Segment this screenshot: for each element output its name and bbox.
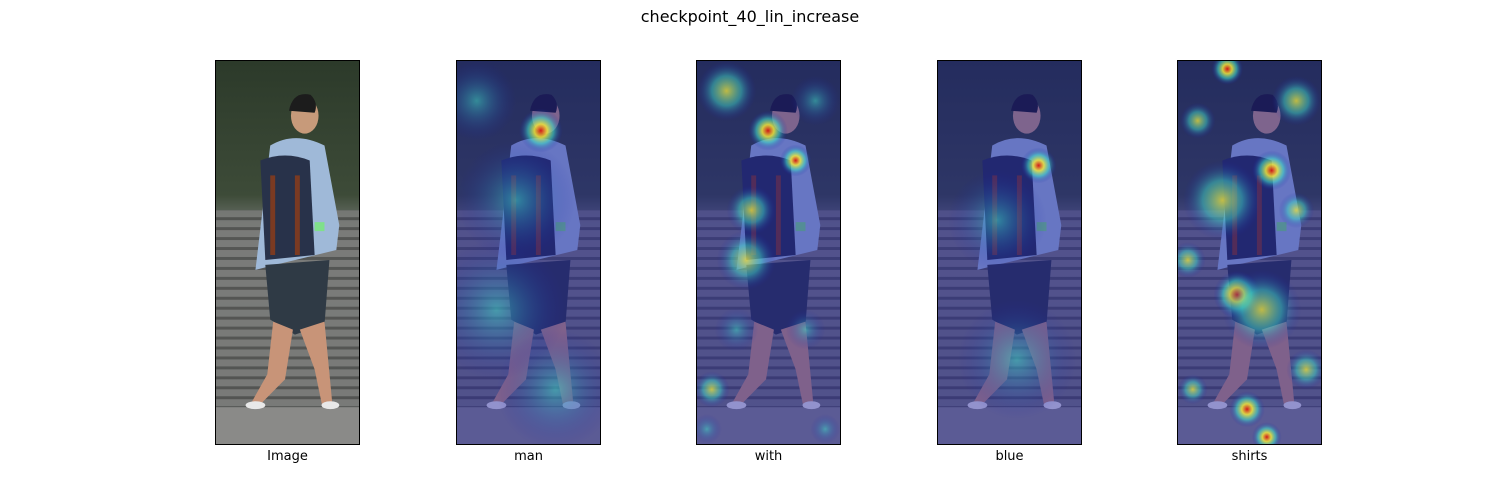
heatmap-blob xyxy=(1222,269,1302,350)
photo-pedestrian xyxy=(216,61,359,444)
panel-caption: Image xyxy=(267,449,308,464)
heatmap-blob xyxy=(1178,242,1206,278)
heatmap-blob xyxy=(519,108,563,153)
heatmap-blob xyxy=(1251,150,1292,191)
panel-caption: man xyxy=(514,449,543,464)
heatmap-blob xyxy=(810,414,840,444)
panel-image xyxy=(215,60,360,445)
heatmap-blob xyxy=(779,144,812,177)
panel-caption: blue xyxy=(995,449,1024,464)
heatmap-blob xyxy=(785,309,826,350)
attention-overlay xyxy=(457,61,600,444)
heatmap-blob xyxy=(1211,61,1244,85)
figure-title: checkpoint_40_lin_increase xyxy=(640,7,860,26)
heatmap-blob xyxy=(457,61,517,141)
heatmap-blob xyxy=(1020,147,1057,184)
heatmap-blob xyxy=(697,371,730,408)
heatmap-blob xyxy=(1286,349,1321,390)
heatmap-blob xyxy=(1251,422,1282,444)
heatmap-blob xyxy=(1278,192,1315,229)
panel-heatmap-with xyxy=(696,60,841,445)
attention-overlay xyxy=(697,61,840,444)
heatmap-blob xyxy=(496,329,600,444)
heatmap-blob xyxy=(947,170,1047,270)
attention-overlay xyxy=(1178,61,1321,444)
heatmap-blob xyxy=(714,307,759,352)
heatmap-blob xyxy=(748,110,788,151)
heatmap-blob xyxy=(1182,160,1262,241)
attention-overlay xyxy=(938,61,1081,444)
heatmap-blob xyxy=(716,230,776,290)
heatmap-blob xyxy=(457,140,576,260)
heatmap-blob xyxy=(726,185,776,236)
panel-caption: with xyxy=(754,449,783,464)
heatmap-blob xyxy=(1179,102,1216,139)
panel-heatmap-shirts xyxy=(1177,60,1322,445)
heatmap-blob xyxy=(1271,75,1321,126)
heatmap-blob xyxy=(957,299,1077,420)
heatmap-blob xyxy=(1178,374,1208,405)
panel-heatmap-blue xyxy=(937,60,1082,445)
panel-caption: shirts xyxy=(1231,449,1268,464)
heatmap-blob xyxy=(790,75,840,126)
panel-heatmap-man xyxy=(456,60,601,445)
heatmap-blob xyxy=(1229,391,1265,428)
heatmap-blob xyxy=(697,61,757,121)
heatmap-blob xyxy=(697,414,722,444)
